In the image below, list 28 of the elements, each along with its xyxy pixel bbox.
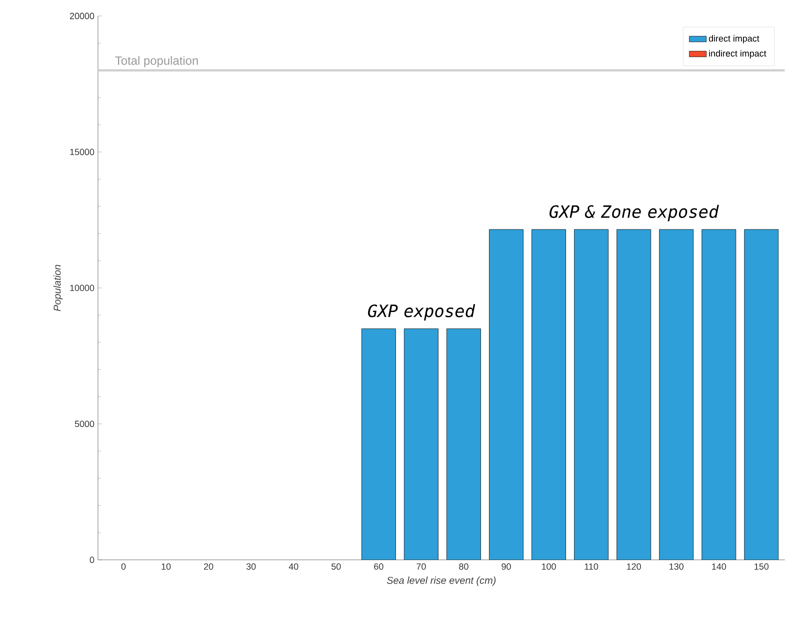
x-tick-label: 140	[712, 563, 726, 570]
x-tick-label: 40	[288, 563, 298, 570]
x-tick-label: 0	[121, 563, 126, 570]
x-tick-label: 130	[670, 563, 684, 570]
legend-label: indirect impact	[709, 50, 766, 58]
x-tick-label: 150	[754, 563, 769, 570]
x-tick-label: 90	[502, 563, 511, 570]
x-tick-label: 20	[204, 563, 214, 570]
x-tick-label: 70	[416, 563, 426, 570]
x-tick-label: 10	[162, 563, 171, 570]
x-tick-label: 100	[542, 563, 556, 570]
y-tick-label: 0	[90, 556, 94, 564]
y-tick-label: 15000	[70, 148, 94, 156]
annotation: GXP exposed	[368, 304, 476, 321]
y-tick-label: 20000	[70, 12, 94, 20]
ref-line-label: Total population	[115, 56, 198, 68]
x-axis-title: Sea level rise event (cm)	[386, 576, 496, 586]
annotation: GXP & Zone exposed	[550, 204, 719, 222]
x-tick-label: 80	[459, 563, 468, 570]
y-axis-title: Population	[53, 264, 63, 312]
x-tick-label: 30	[246, 563, 256, 570]
legend-label: direct impact	[708, 35, 760, 44]
y-tick-label: 10000	[70, 284, 94, 292]
x-tick-label: 50	[332, 563, 341, 570]
x-tick-label: 120	[627, 563, 641, 570]
x-tick-label: 60	[374, 563, 384, 570]
x-tick-label: 110	[584, 563, 598, 570]
y-tick-label: 5000	[74, 420, 94, 428]
